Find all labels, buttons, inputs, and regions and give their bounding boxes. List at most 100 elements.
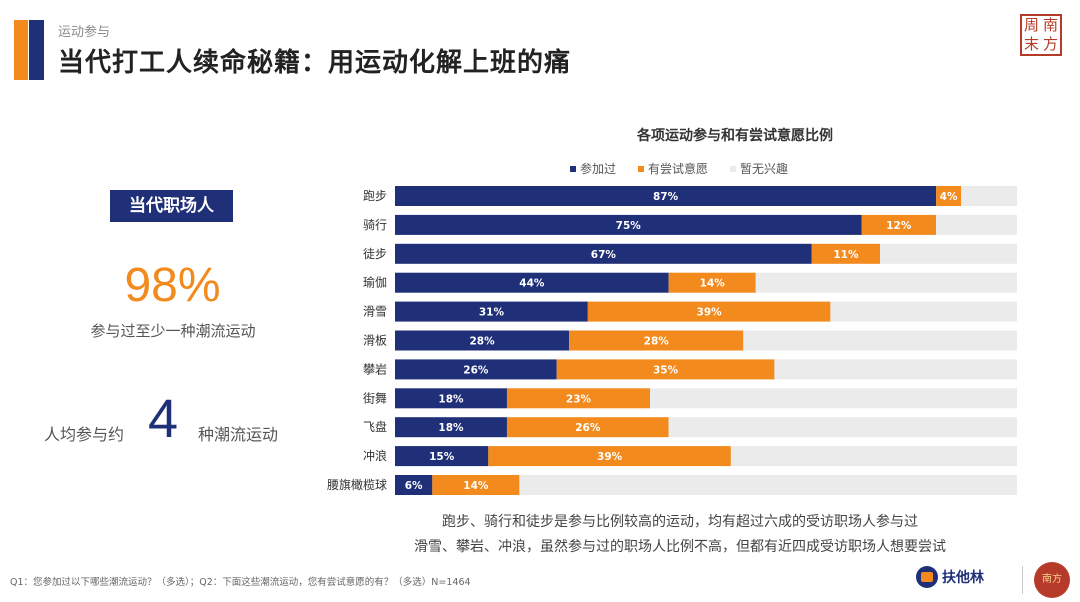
bar-segment-no-interest <box>774 359 1017 380</box>
bar-segment-willing <box>488 446 731 467</box>
bar-segment-willing <box>506 417 669 438</box>
page-title: 当代打工人续命秘籍：用运动化解上班的痛 <box>58 48 572 78</box>
legend-item: 暂无兴趣 <box>730 160 788 177</box>
data-label: 35% <box>653 364 679 376</box>
bar-segment-willing <box>556 359 775 380</box>
bar-segment-no-interest <box>650 388 1017 409</box>
category-label: 徒步 <box>363 247 387 261</box>
bar-segment-no-interest <box>519 475 1017 495</box>
accent-bar-orange <box>14 20 28 80</box>
data-label: 26% <box>463 364 489 376</box>
brand: 扶他林 <box>916 566 984 588</box>
data-label: 18% <box>438 393 464 405</box>
bar-segment-no-interest <box>730 446 1017 467</box>
chart-note-2: 滑雪、攀岩、冲浪，虽然参与过的职场人比例不高，但都有近四成受访职场人想要尝试 <box>414 539 946 555</box>
profile-badge: 当代职场人 <box>110 190 233 222</box>
average-number: 4 <box>148 389 179 449</box>
bar-segment-no-interest <box>830 301 1017 322</box>
participation-description: 参与过至少一种潮流运动 <box>90 322 256 340</box>
bar-segment-participated <box>395 475 433 495</box>
bar-segment-participated <box>395 330 570 351</box>
data-label: 26% <box>575 422 601 434</box>
data-label: 67% <box>591 249 617 261</box>
brand-name: 扶他林 <box>942 570 984 586</box>
data-label: 15% <box>429 451 455 463</box>
seal-char: 南 <box>1042 16 1058 34</box>
chart-legend: 参加过 有尝试意愿 暂无兴趣 <box>570 160 788 177</box>
legend-swatch-participated <box>570 165 576 172</box>
bar-segment-willing <box>587 301 831 322</box>
bar-segment-participated <box>395 388 507 409</box>
legend-label: 暂无兴趣 <box>740 162 789 176</box>
data-label: 87% <box>653 191 679 203</box>
data-label: 28% <box>644 336 670 348</box>
bar-segment-willing <box>861 214 937 235</box>
bar-segment-participated <box>395 446 489 467</box>
chart-note-1: 跑步、骑行和徒步是参与比例较高的运动，均有超过六成的受访职场人参与过 <box>442 514 918 530</box>
data-label: 28% <box>470 336 496 348</box>
brand-divider <box>1022 566 1023 594</box>
bar-segment-participated <box>395 359 557 380</box>
legend-swatch-no-interest <box>730 165 737 172</box>
bar-segment-participated <box>395 186 937 206</box>
data-label: 75% <box>616 220 642 232</box>
data-label: 6% <box>405 480 423 492</box>
emblem-logo: 南方 <box>1034 562 1070 598</box>
data-label: 11% <box>833 249 859 261</box>
seal-char: 末 <box>1023 35 1039 53</box>
bar-segment-no-interest <box>936 214 1017 235</box>
title-accent-bars <box>14 20 44 80</box>
data-label: 4% <box>940 191 958 203</box>
category-label: 冲浪 <box>363 448 387 463</box>
data-label: 12% <box>886 220 912 232</box>
data-label: 39% <box>597 451 623 463</box>
category-label: 飞盘 <box>363 419 387 434</box>
bar-segment-no-interest <box>668 417 1017 438</box>
bar-segment-participated <box>395 272 669 293</box>
bar-segment-participated <box>395 301 588 322</box>
data-label: 18% <box>438 422 464 434</box>
legend-label: 有尝试意愿 <box>648 162 709 176</box>
data-label: 14% <box>700 278 726 290</box>
category-label: 滑雪 <box>363 305 387 319</box>
average-prefix: 人均参与约 <box>44 425 125 444</box>
seal-char: 方 <box>1042 35 1058 53</box>
category-label: 骑行 <box>363 218 387 232</box>
data-label: 44% <box>519 278 545 290</box>
southern-weekly-seal-logo: 周 南 末 方 <box>1020 14 1062 56</box>
chart-title: 各项运动参与和有尝试意愿比例 <box>637 128 833 144</box>
category-label: 腰旗橄榄球 <box>327 477 387 492</box>
bar-segment-no-interest <box>755 272 1017 293</box>
section-label: 运动参与 <box>58 25 111 40</box>
bar-segment-no-interest <box>880 243 1017 264</box>
survey-footnote: Q1：您参加过以下哪些潮流运动？（多选）；Q2：下面这些潮流运动，您有尝试意愿的… <box>10 577 471 588</box>
participation-percent: 98% <box>124 259 221 312</box>
bar-segment-willing <box>506 388 651 409</box>
bar-segment-no-interest <box>961 186 1017 206</box>
legend-swatch-willing <box>638 165 645 172</box>
legend-item: 有尝试意愿 <box>638 160 708 177</box>
category-label: 街舞 <box>363 391 387 405</box>
bar-segment-participated <box>395 243 812 264</box>
bar-segment-willing <box>569 330 744 351</box>
bar-segment-participated <box>395 417 507 438</box>
data-label: 39% <box>697 307 723 319</box>
data-label: 31% <box>479 307 505 319</box>
legend-item: 参加过 <box>570 160 616 177</box>
accent-bar-navy <box>29 20 44 80</box>
voltaren-logo-icon <box>916 566 938 588</box>
category-label: 滑板 <box>363 334 387 348</box>
category-label: 瑜伽 <box>363 275 387 290</box>
category-label: 跑步 <box>363 189 387 203</box>
bar-segment-willing <box>668 272 756 293</box>
bar-segment-no-interest <box>743 330 1017 351</box>
legend-label: 参加过 <box>580 162 617 176</box>
category-label: 攀岩 <box>363 361 387 376</box>
seal-char: 周 <box>1023 16 1039 34</box>
average-suffix: 种潮流运动 <box>198 425 279 444</box>
data-label: 23% <box>566 393 592 405</box>
bar-segment-participated <box>395 214 862 235</box>
bar-segment-willing <box>811 243 881 264</box>
bar-segment-willing <box>936 186 962 206</box>
